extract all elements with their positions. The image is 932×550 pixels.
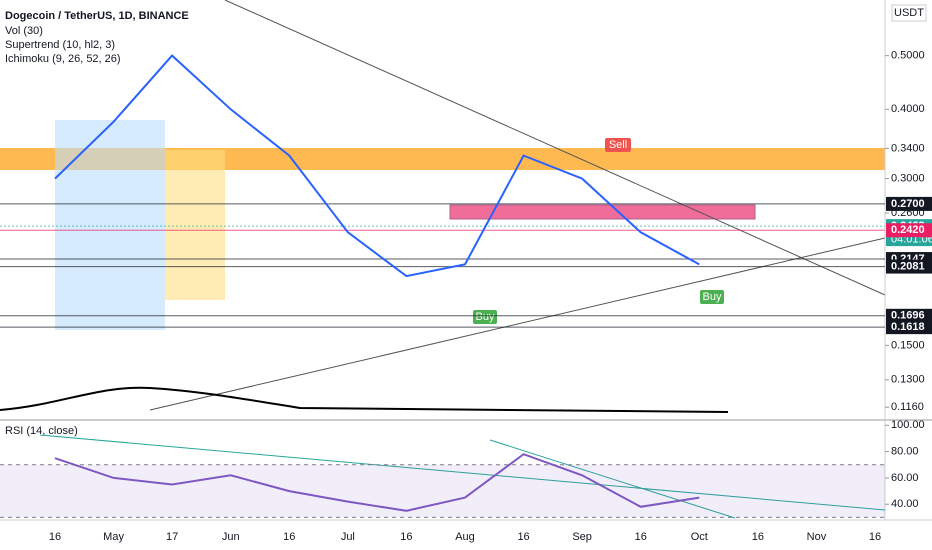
volume-profile: [165, 150, 225, 300]
price-label-box: [886, 320, 932, 335]
buy-label: Buy: [476, 311, 495, 323]
y-tick-label: 0.5000: [891, 50, 925, 62]
price-label: 0.1618: [891, 321, 925, 333]
x-tick-label: Sep: [572, 531, 592, 543]
buy-signal: [473, 310, 497, 324]
y-tick-label: 0.1160: [891, 401, 924, 413]
x-tick-label: 16: [400, 531, 412, 543]
volume-ma: [0, 386, 729, 413]
x-tick-label: 17: [166, 531, 178, 543]
rsi-trendline: [489, 439, 736, 519]
price-label-box: [886, 223, 932, 238]
indicator-label: Supertrend (10, hl2, 3): [5, 39, 115, 51]
rsi-title: RSI (14, close): [5, 425, 78, 437]
price-label: 0.2420: [891, 224, 925, 236]
rsi-trendline: [39, 434, 886, 511]
x-tick-label: 16: [635, 531, 647, 543]
y-tick-label: 0.1300: [891, 374, 925, 386]
price-label-box: [886, 196, 932, 211]
x-tick-label: Jun: [222, 531, 240, 543]
x-tick-label: Aug: [455, 531, 475, 543]
x-tick-label: 16: [869, 531, 881, 543]
chart-title: Dogecoin / TetherUS, 1D, BINANCE: [5, 10, 189, 22]
y-tick-label: 80.00: [891, 445, 919, 457]
trendline: [224, 0, 886, 296]
x-tick-label: Oct: [691, 531, 708, 543]
y-tick-label: 0.3400: [891, 142, 925, 154]
x-tick-label: 16: [283, 531, 295, 543]
x-tick-label: 16: [517, 531, 529, 543]
y-tick-label: 0.3000: [891, 172, 925, 184]
x-tick-label: Nov: [807, 531, 827, 543]
rsi-band: [0, 464, 885, 518]
buy-signal: [700, 290, 724, 304]
y-tick-label: 100.00: [891, 419, 925, 431]
indicator-label: Ichimoku (9, 26, 52, 26): [5, 53, 121, 65]
x-tick-label: 16: [752, 531, 764, 543]
currency[interactable]: USDT: [894, 7, 924, 19]
x-tick-label: 16: [49, 531, 61, 543]
sell-label: Sell: [609, 139, 627, 151]
price-label-box: [886, 259, 932, 274]
currency-box[interactable]: [891, 4, 927, 22]
price-label: 0.1696: [891, 310, 925, 322]
price-label-box: [886, 308, 932, 323]
x-tick-label: Jul: [341, 531, 355, 543]
y-tick-label: 0.1500: [891, 339, 925, 351]
sell-signal: [605, 138, 631, 152]
y-tick-label: 0.4000: [891, 103, 925, 115]
series-line: [54, 54, 700, 278]
buy-label: Buy: [703, 291, 722, 303]
series-line: [54, 453, 700, 512]
y-tick-label: 60.00: [891, 472, 919, 484]
volume-profile: [55, 120, 165, 330]
y-tick-label: 40.00: [891, 498, 919, 510]
price-label: 0.2700: [891, 198, 925, 210]
price-label: 0.2081: [891, 260, 925, 272]
x-tick-label: May: [103, 531, 124, 543]
resistance-zone: [449, 204, 756, 220]
indicator-label: Vol (30): [5, 25, 43, 37]
